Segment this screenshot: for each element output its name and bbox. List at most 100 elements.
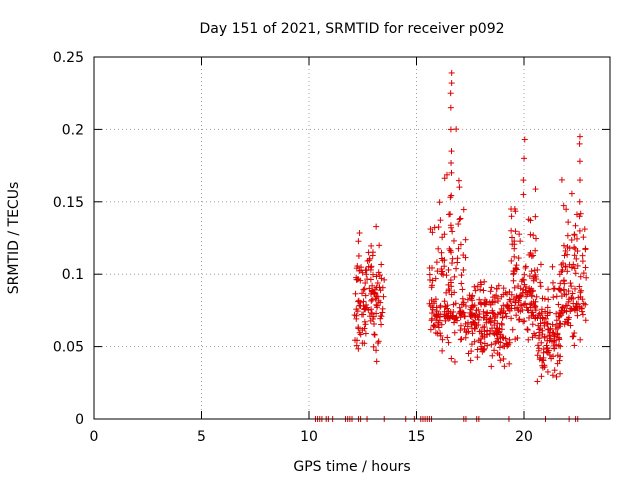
data-point (448, 148, 455, 155)
data-point (515, 316, 522, 323)
data-point (549, 321, 556, 328)
data-point (443, 305, 450, 312)
data-point (487, 288, 494, 295)
data-point (457, 215, 464, 222)
data-point (548, 355, 555, 362)
data-point (445, 281, 452, 288)
data-point (434, 330, 441, 337)
data-point (453, 265, 460, 272)
data-point (354, 276, 361, 283)
data-point (451, 319, 458, 326)
data-point (371, 331, 378, 338)
data-point (579, 258, 586, 265)
data-point (379, 284, 386, 291)
data-point (574, 312, 581, 319)
data-point (571, 305, 578, 312)
data-point (471, 283, 478, 290)
data-point (494, 311, 501, 318)
data-point (460, 266, 467, 273)
data-point (464, 319, 471, 326)
data-point (579, 311, 586, 318)
data-point (577, 273, 584, 280)
data-point (427, 276, 434, 283)
data-point (528, 268, 535, 275)
data-point (565, 219, 572, 226)
data-point (429, 310, 436, 317)
data-point (364, 276, 371, 283)
data-point (362, 280, 369, 287)
data-point (437, 332, 444, 339)
data-point (356, 302, 363, 309)
data-point (374, 279, 381, 286)
data-point (373, 223, 380, 230)
data-point (441, 175, 448, 182)
data-point (527, 217, 534, 224)
data-point (432, 275, 439, 282)
data-point (511, 253, 518, 260)
data-point (477, 300, 484, 307)
data-point (443, 289, 450, 296)
data-point (491, 317, 498, 324)
data-point (463, 329, 470, 336)
data-point (469, 330, 476, 337)
data-point (359, 327, 366, 334)
data-point (449, 255, 456, 262)
data-point (527, 249, 534, 256)
data-point (480, 287, 487, 294)
data-point (568, 190, 575, 197)
data-point (356, 229, 363, 236)
data-point (497, 357, 504, 364)
data-point (573, 255, 580, 262)
data-point (532, 186, 539, 193)
data-point (518, 302, 525, 309)
data-point (545, 286, 552, 293)
data-point (536, 326, 543, 333)
data-point (554, 330, 561, 337)
data-point (489, 309, 496, 316)
data-point (534, 378, 541, 385)
data-point (523, 289, 530, 296)
data-point (448, 69, 455, 76)
data-point (495, 282, 502, 289)
data-point (555, 301, 562, 308)
data-point (562, 247, 569, 254)
data-point (451, 273, 458, 280)
data-point (522, 263, 529, 270)
data-point (558, 293, 565, 300)
data-point (564, 319, 571, 326)
data-point (427, 302, 434, 309)
data-point (373, 293, 380, 300)
data-point (448, 283, 455, 290)
data-point (530, 275, 537, 282)
data-point (447, 194, 454, 201)
data-point (461, 325, 468, 332)
data-point (513, 262, 520, 269)
data-point (519, 276, 526, 283)
data-point (555, 342, 562, 349)
data-point (441, 231, 448, 238)
data-point (471, 338, 478, 345)
data-point (564, 268, 571, 275)
data-point (380, 293, 387, 300)
data-point (506, 336, 513, 343)
data-point (570, 333, 577, 340)
data-point (538, 310, 545, 317)
data-point (533, 293, 540, 300)
data-point (521, 271, 528, 278)
data-point (464, 296, 471, 303)
data-point (520, 177, 527, 184)
data-point (543, 342, 550, 349)
data-point (499, 314, 506, 321)
data-point (467, 357, 474, 364)
data-point (532, 307, 539, 314)
data-point (491, 347, 498, 354)
data-point (475, 313, 482, 320)
data-point (582, 245, 589, 252)
data-point (488, 341, 495, 348)
data-point (504, 304, 511, 311)
data-point (353, 312, 360, 319)
data-point (571, 342, 578, 349)
data-point (358, 311, 365, 318)
data-point (455, 245, 462, 252)
data-point (460, 301, 467, 308)
